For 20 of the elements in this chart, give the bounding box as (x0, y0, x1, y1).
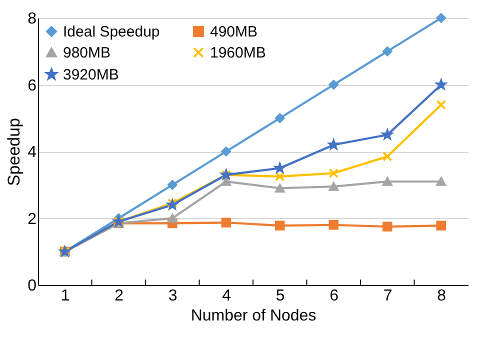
y-tick-label: 2 (28, 210, 37, 228)
x-tick-label: 5 (276, 288, 285, 304)
x-tick-label: 6 (330, 288, 339, 304)
x-axis-title: Number of Nodes (190, 308, 316, 324)
y-axis-title: Speedup (4, 118, 24, 186)
x-tick-label: 8 (437, 288, 446, 304)
x-tick-label: 1 (60, 288, 70, 304)
y-tick-label: 4 (28, 144, 37, 161)
x-tick-label: 7 (383, 288, 392, 304)
y-tick-label: 0 (28, 278, 37, 294)
y-tick-label: 8 (28, 10, 37, 28)
legend-label: 490MB (210, 24, 258, 41)
legend-label: 980MB (63, 44, 111, 62)
legend-label: Ideal Speedup (63, 24, 160, 41)
y-tick-label: 6 (28, 77, 37, 94)
x-tick-label: 4 (222, 288, 232, 304)
legend-label: 3920MB (63, 66, 119, 84)
x-tick-label: 2 (114, 288, 124, 304)
legend-label: 1960MB (210, 44, 266, 62)
x-tick-label: 3 (168, 288, 178, 304)
